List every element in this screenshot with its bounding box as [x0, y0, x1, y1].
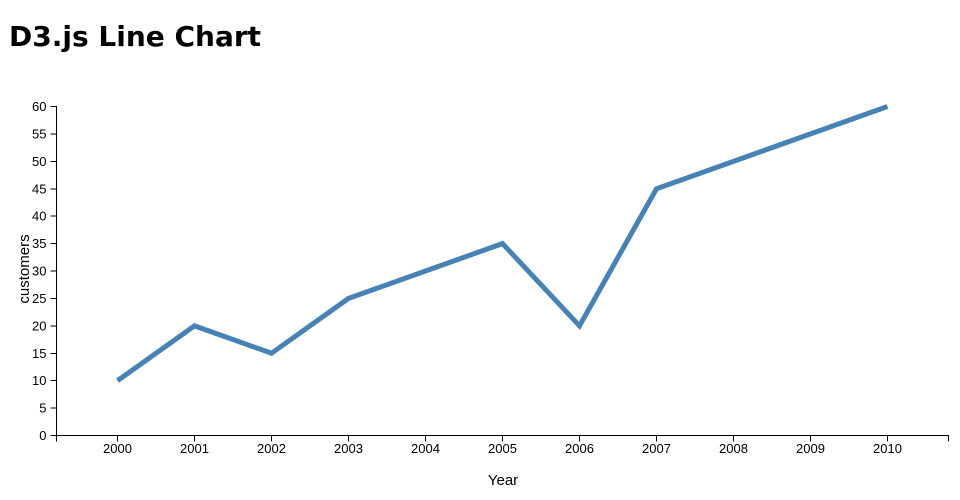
- y-axis-label: customers: [16, 234, 33, 303]
- x-tick-label: 2007: [642, 441, 671, 456]
- x-axis-label: Year: [488, 472, 518, 489]
- x-axis: 2000 2001 2002 2003 2004 2005 2006 2007 2008 2009…: [56, 435, 949, 456]
- y-tick-label: 0: [39, 428, 46, 443]
- y-tick-label: 40: [32, 209, 46, 224]
- y-tick-label: 30: [32, 264, 46, 279]
- x-tick-label: 2009: [796, 441, 825, 456]
- y-tick-label: 35: [32, 236, 46, 251]
- y-tick-label: 20: [32, 318, 46, 333]
- x-tick-label: 2004: [411, 441, 440, 456]
- data-line: [116, 104, 889, 383]
- x-tick-label: 2006: [565, 441, 594, 456]
- x-tick-label: 2003: [334, 441, 363, 456]
- y-tick-label: 10: [32, 373, 46, 388]
- y-tick-label: 60: [32, 99, 46, 114]
- y-tick-label: 45: [32, 181, 46, 196]
- x-tick-label: 2002: [257, 441, 286, 456]
- x-tick-label: 2001: [180, 441, 209, 456]
- y-tick-label: 25: [32, 291, 46, 306]
- y-tick-label: 5: [39, 401, 46, 416]
- chart-title: D3.js Line Chart: [9, 20, 262, 53]
- y-tick-label: 55: [32, 126, 46, 141]
- x-tick-label: 2000: [103, 441, 132, 456]
- x-tick-label: 2008: [719, 441, 748, 456]
- x-tick-label: 2010: [873, 441, 902, 456]
- y-tick-label: 15: [32, 346, 46, 361]
- y-tick-label: 50: [32, 154, 46, 169]
- x-tick-label: 2005: [488, 441, 517, 456]
- y-axis: 0 5 10 15 20 25 30 35 40 45 50 55 60: [32, 99, 57, 443]
